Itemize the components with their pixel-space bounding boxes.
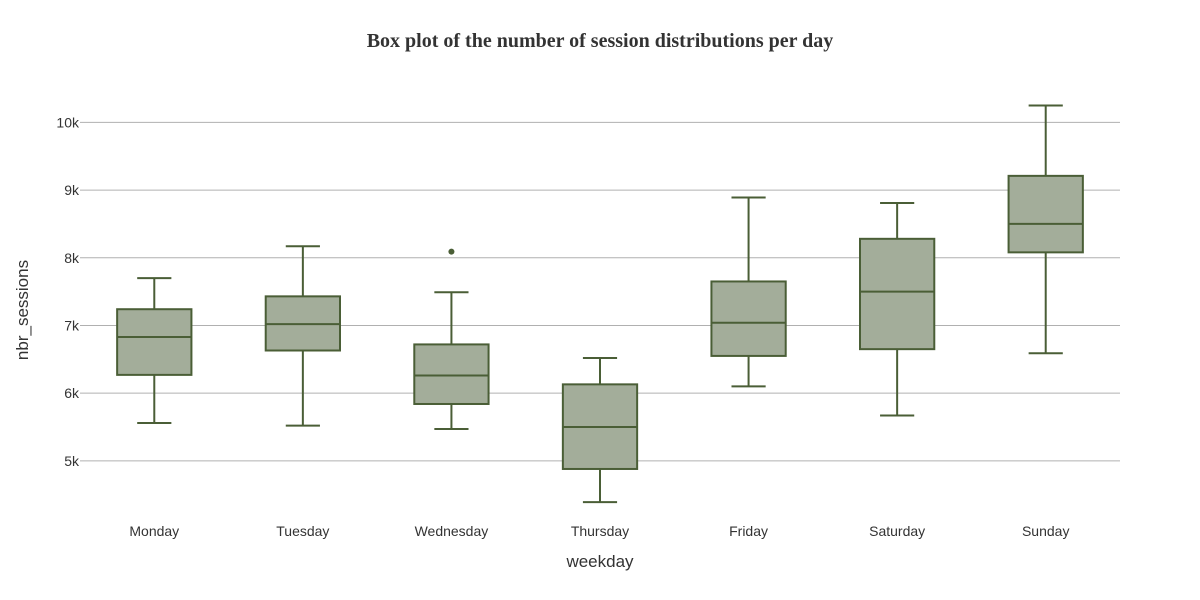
box-wednesday xyxy=(413,248,490,431)
boxes xyxy=(116,104,1084,504)
box-saturday xyxy=(859,201,936,417)
box-iqr xyxy=(1007,174,1084,254)
y-tick-label: 10k xyxy=(56,114,80,130)
y-tick-label: 7k xyxy=(64,317,80,333)
box-iqr xyxy=(859,237,936,351)
box-thursday xyxy=(561,356,639,504)
y-axis-title: nbr_sessions xyxy=(13,260,32,360)
x-tick-label: Monday xyxy=(129,523,179,539)
box-iqr xyxy=(413,343,490,405)
box-tuesday xyxy=(264,245,342,427)
x-axis-title: weekday xyxy=(565,552,634,571)
x-tick-label: Saturday xyxy=(869,523,925,539)
x-tick-label: Thursday xyxy=(571,523,629,539)
outlier-point xyxy=(448,248,455,255)
y-tick-label: 6k xyxy=(64,385,80,401)
y-tick-label: 8k xyxy=(64,250,80,266)
x-tick-label: Sunday xyxy=(1022,523,1069,539)
box-sunday xyxy=(1007,104,1084,355)
x-tick-label: Friday xyxy=(729,523,768,539)
y-tick-label: 9k xyxy=(64,182,80,198)
box-monday xyxy=(116,277,193,424)
y-tick-label: 5k xyxy=(64,453,80,469)
box-friday xyxy=(710,196,787,388)
x-tick-label: Tuesday xyxy=(276,523,329,539)
y-axis-ticks: 5k 6k 7k 8k 9k 10k xyxy=(56,114,80,468)
box-iqr xyxy=(116,308,193,376)
box-iqr xyxy=(710,280,787,357)
x-axis-ticks: Monday Tuesday Wednesday Thursday Friday Satu… xyxy=(129,523,1069,539)
chart-title: Box plot of the number of session distri… xyxy=(366,30,834,52)
x-tick-label: Wednesday xyxy=(415,523,489,539)
